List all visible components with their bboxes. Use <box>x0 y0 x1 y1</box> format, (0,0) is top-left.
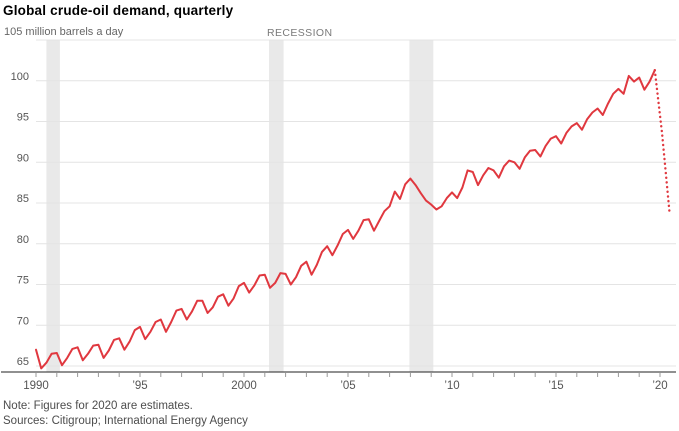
y-tick-label: 95 <box>17 112 29 124</box>
chart-note: Note: Figures for 2020 are estimates. <box>3 400 193 412</box>
y-tick-label: 65 <box>17 356 29 368</box>
x-tick-label: ’10 <box>444 380 459 392</box>
x-tick-label: 2000 <box>231 380 257 392</box>
y-tick-label: 70 <box>17 315 29 327</box>
y-axis-unit-label: 105 million barrels a day <box>4 26 124 38</box>
y-tick-label: 100 <box>11 71 29 83</box>
x-tick-label: ’20 <box>652 380 667 392</box>
estimate-dotted-line <box>653 68 671 213</box>
chart-title: Global crude-oil demand, quarterly <box>3 3 234 18</box>
recession-band <box>46 40 60 372</box>
x-tick-label: ’15 <box>548 380 563 392</box>
x-tick-label: ’95 <box>132 380 147 392</box>
recession-band <box>269 40 284 372</box>
y-tick-label: 75 <box>17 275 29 287</box>
demand-line <box>35 69 656 370</box>
chart-sources: Sources: Citigroup; International Energy… <box>3 415 248 427</box>
recession-label: RECESSION <box>267 27 333 39</box>
y-tick-label: 80 <box>17 234 29 246</box>
x-tick-label: 1990 <box>23 380 49 392</box>
y-tick-label: 85 <box>17 193 29 205</box>
x-tick-label: ’05 <box>340 380 355 392</box>
y-tick-label: 90 <box>17 152 29 164</box>
recession-band <box>409 40 434 372</box>
